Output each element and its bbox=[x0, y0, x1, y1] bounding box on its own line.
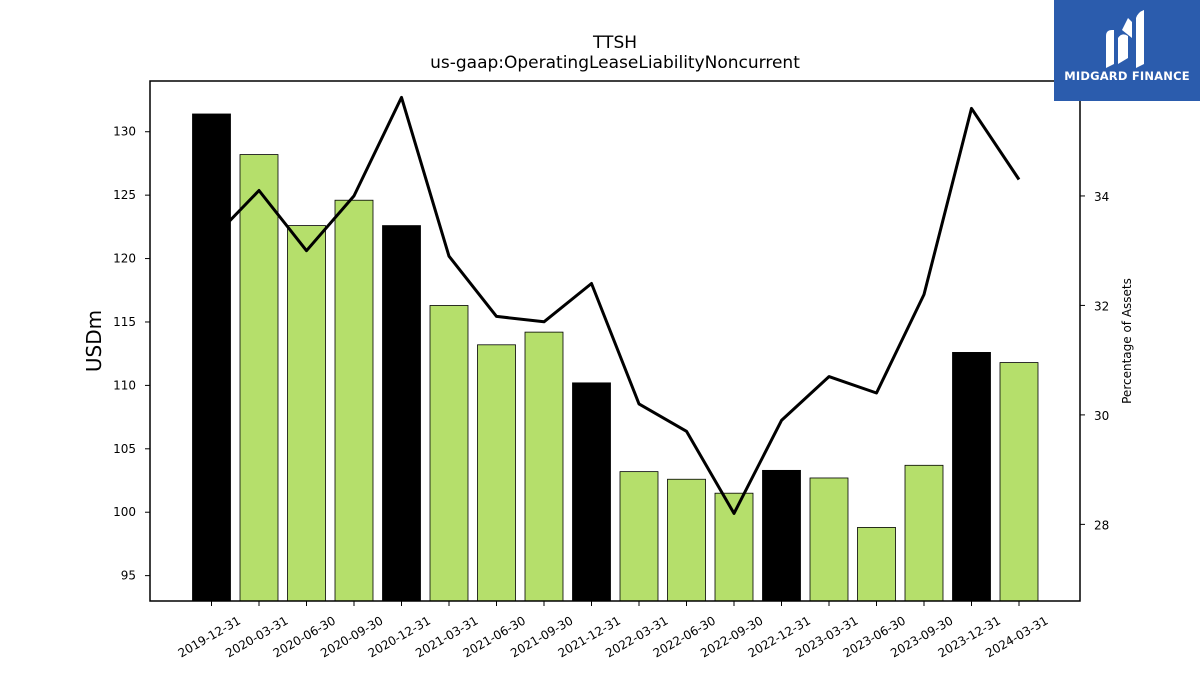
y2-tick-label: 28 bbox=[1094, 518, 1109, 532]
bar-2020-09-30 bbox=[334, 199, 374, 602]
bar-2021-09-30 bbox=[524, 331, 564, 602]
y2-axis-label: Percentage of Assets bbox=[1120, 278, 1134, 404]
y-tick-label: 100 bbox=[113, 505, 136, 519]
bar-2023-12-31 bbox=[952, 352, 991, 602]
bar-2023-09-30 bbox=[904, 464, 944, 602]
bar-2022-12-31 bbox=[762, 469, 801, 602]
bar-2020-06-30 bbox=[287, 225, 326, 602]
y-axis-label: USDm bbox=[82, 310, 106, 372]
y2-tick-label: 30 bbox=[1094, 409, 1109, 423]
y-tick-label: 125 bbox=[113, 188, 136, 202]
logo-text: MIDGARD FINANCE bbox=[1064, 69, 1190, 83]
bar-2019-12-31 bbox=[192, 113, 231, 602]
bar-2023-06-30 bbox=[857, 527, 896, 602]
y-tick-label: 105 bbox=[113, 442, 136, 456]
y-tick-label: 130 bbox=[113, 125, 136, 139]
midgard-finance-logo: MIDGARD FINANCE bbox=[1054, 0, 1200, 101]
chart-subtitle: us-gaap:OperatingLeaseLiabilityNoncurren… bbox=[430, 53, 800, 73]
bar-series bbox=[192, 113, 1039, 602]
bar-2022-03-31 bbox=[619, 471, 659, 602]
x-axis: 2019-12-312020-03-312020-06-302020-09-30… bbox=[176, 601, 1051, 660]
chart-title: TTSH bbox=[592, 33, 637, 53]
bar-2020-12-31 bbox=[382, 225, 421, 602]
logo-mark-icon bbox=[1106, 10, 1144, 68]
y-tick-label: 115 bbox=[113, 315, 136, 329]
y-tick-label: 95 bbox=[121, 569, 136, 583]
y-tick-label: 110 bbox=[113, 378, 136, 392]
percentage-line bbox=[210, 95, 1021, 515]
bar-2024-03-31 bbox=[999, 362, 1039, 602]
bar-2020-03-31 bbox=[239, 154, 279, 602]
bar-2022-06-30 bbox=[667, 478, 706, 602]
line-series bbox=[210, 95, 1021, 515]
bar-2021-03-31 bbox=[429, 305, 469, 602]
plot-frame bbox=[149, 80, 1081, 602]
left-axis: 95 100 105 110 115 120 125 130 bbox=[113, 125, 150, 583]
y2-tick-label: 34 bbox=[1094, 190, 1109, 204]
bar-2023-03-31 bbox=[809, 477, 849, 602]
bar-2021-06-30 bbox=[477, 344, 516, 602]
y2-tick-label: 32 bbox=[1094, 299, 1109, 313]
y-tick-label: 120 bbox=[113, 252, 136, 266]
bar-2022-09-30 bbox=[714, 492, 754, 602]
right-axis: 28 30 32 34 bbox=[1080, 190, 1109, 532]
bar-2021-12-31 bbox=[572, 382, 611, 602]
